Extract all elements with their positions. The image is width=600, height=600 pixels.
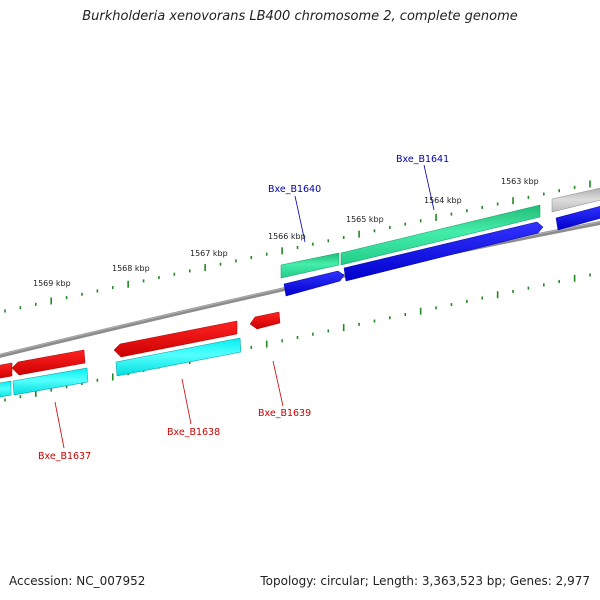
gene-label-bxe-b1640[interactable]: Bxe_B1640: [268, 184, 321, 195]
cds-arrow-bxe-b1638[interactable]: [113, 320, 238, 358]
tick-labels: 1563 kbp 1564 kbp 1565 kbp 1566 kbp 1567…: [33, 177, 539, 288]
feature-bar-reverse-2[interactable]: [12, 367, 89, 396]
tick-label-1565: 1565 kbp: [346, 215, 384, 224]
feature-bar-grey[interactable]: [551, 187, 600, 213]
cds-arrow-right-edge[interactable]: [555, 205, 600, 231]
tick-label-1568: 1568 kbp: [112, 264, 150, 273]
accession-label: Accession: NC_007952: [9, 574, 146, 588]
gene-label-bxe-b1637[interactable]: Bxe_B1637: [38, 451, 91, 462]
reverse-feature-track: [0, 337, 242, 398]
gene-label-bxe-b1641[interactable]: Bxe_B1641: [396, 154, 449, 165]
feature-bar-forward-2[interactable]: [340, 204, 541, 266]
cds-arrow-bxe-b1640[interactable]: [283, 270, 345, 297]
gene-leader-lines: [54, 164, 435, 449]
feature-bar-reverse-3[interactable]: [0, 380, 12, 398]
tick-label-1564: 1564 kbp: [424, 196, 462, 205]
reverse-cds-track: [0, 311, 281, 379]
forward-feature-track: [280, 187, 600, 279]
tick-label-1567: 1567 kbp: [190, 249, 228, 258]
cds-arrow-bxe-b1641[interactable]: [343, 221, 544, 282]
genome-summary-label: Topology: circular; Length: 3,363,523 bp…: [260, 574, 590, 588]
outer-tick-ruler: [4, 180, 591, 313]
forward-cds-track: [283, 205, 600, 297]
gene-label-bxe-b1638[interactable]: Bxe_B1638: [167, 427, 220, 438]
feature-bar-forward-1[interactable]: [280, 252, 340, 279]
tick-label-1563: 1563 kbp: [501, 177, 539, 186]
gene-labels: Bxe_B1641 Bxe_B1640 Bxe_B1639 Bxe_B1638 …: [38, 154, 449, 462]
gene-label-bxe-b1639[interactable]: Bxe_B1639: [258, 408, 311, 419]
tick-label-1569: 1569 kbp: [33, 279, 71, 288]
cds-arrow-bxe-b1637[interactable]: [11, 349, 86, 376]
cds-arrow-bxe-b1639[interactable]: [249, 311, 281, 330]
cds-arrow-left-edge[interactable]: [0, 362, 13, 379]
tick-label-1566: 1566 kbp: [268, 232, 306, 241]
feature-bar-reverse-1[interactable]: [115, 337, 242, 377]
map-title: Burkholderia xenovorans LB400 chromosome…: [82, 9, 518, 24]
